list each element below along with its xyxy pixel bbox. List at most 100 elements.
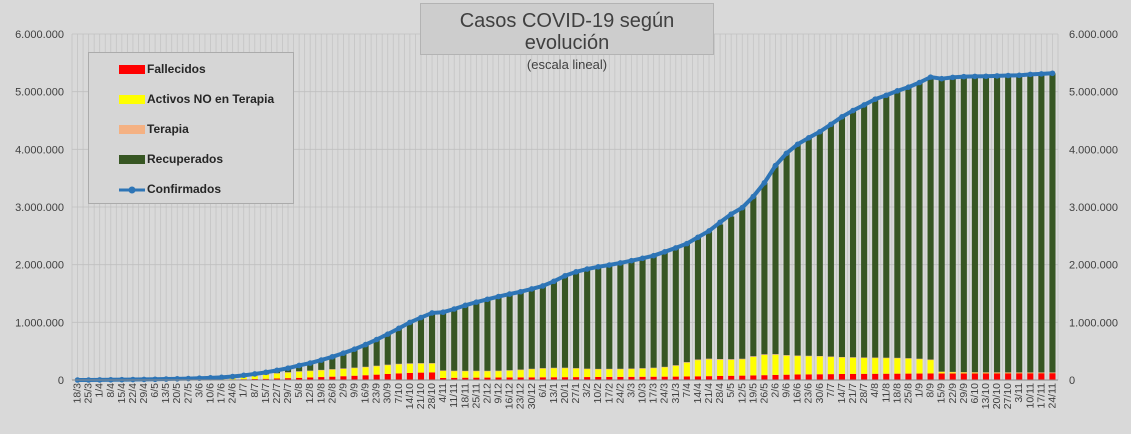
point-confirmados: [661, 249, 668, 255]
point-confirmados: [174, 376, 181, 382]
point-confirmados: [905, 84, 912, 90]
x-tick-label: 18/11: [459, 383, 471, 409]
bar-fallecidos: [1038, 373, 1045, 380]
bar-activos-no-en-terapia: [705, 359, 713, 377]
bar-fallecidos: [750, 375, 757, 380]
bar-recuperados: [794, 144, 801, 356]
x-tick-label: 1/9: [914, 383, 926, 398]
bar-terapia: [1016, 372, 1023, 374]
bar-fallecidos: [849, 373, 857, 380]
bar-terapia: [827, 356, 834, 358]
bar-activos-no-en-terapia: [628, 368, 635, 377]
bar-recuperados: [340, 353, 347, 369]
bar-recuperados: [905, 87, 912, 359]
x-tick-label: 9/6: [781, 383, 793, 398]
bar-fallecidos: [1016, 373, 1023, 380]
bar-fallecidos: [838, 374, 846, 380]
bar-fallecidos: [728, 375, 735, 380]
legend-label-recuperados: Recuperados: [147, 152, 224, 166]
bar-terapia: [1049, 372, 1056, 374]
point-confirmados: [240, 372, 247, 379]
x-tick-label: 21/4: [703, 383, 715, 404]
point-confirmados: [274, 367, 280, 374]
point-confirmados: [218, 374, 225, 381]
bar-fallecidos: [296, 377, 303, 380]
x-tick-label: 3/11: [1013, 383, 1025, 403]
bar-activos-no-en-terapia: [362, 367, 369, 376]
point-confirmados: [396, 325, 402, 332]
bar-terapia: [628, 368, 635, 370]
x-tick-label: 6/5: [149, 383, 161, 398]
x-tick-label: 29/9: [958, 383, 970, 404]
bar-activos-no-en-terapia: [573, 368, 580, 378]
x-tick-label: 22/4: [127, 383, 139, 404]
bar-terapia: [683, 362, 690, 363]
x-tick-label: 24/11: [1046, 383, 1058, 409]
x-tick-label: 3/6: [193, 383, 205, 398]
bar-recuperados: [539, 285, 546, 369]
bar-fallecidos: [517, 377, 524, 380]
bar-terapia: [705, 358, 713, 360]
y-tick-label-left: 1.000.000: [15, 317, 64, 329]
y-tick-label-right: 5.000.000: [1069, 87, 1118, 99]
bar-activos-no-en-terapia: [251, 375, 258, 380]
bar-terapia: [517, 369, 524, 371]
bar-activos-no-en-terapia: [384, 365, 391, 375]
bar-recuperados: [816, 131, 823, 357]
x-tick-label: 23/6: [803, 383, 815, 404]
x-tick-label: 1/7: [238, 383, 250, 398]
bar-fallecidos: [827, 374, 834, 380]
bar-recuperados: [573, 272, 580, 369]
bar-terapia: [550, 367, 557, 369]
point-confirmados: [517, 288, 524, 295]
x-tick-label: 29/4: [138, 383, 150, 404]
bar-fallecidos: [960, 373, 967, 380]
point-confirmados: [684, 240, 690, 247]
bar-terapia: [938, 371, 945, 373]
bar-fallecidos: [816, 374, 823, 380]
chart-title-box: Casos COVID-19 según evolución (escala l…: [420, 3, 714, 72]
point-confirmados: [1005, 72, 1011, 79]
x-tick-label: 28/10: [426, 383, 438, 409]
bar-activos-no-en-terapia: [805, 356, 812, 375]
bar-recuperados: [750, 196, 757, 357]
bar-activos-no-en-terapia: [462, 371, 469, 378]
bar-recuperados: [849, 110, 857, 358]
bar-terapia: [694, 359, 701, 361]
x-tick-label: 7/4: [681, 383, 693, 398]
bar-terapia: [717, 359, 724, 360]
x-tick-label: 23/12: [515, 383, 527, 409]
legend-swatch-confirmados: [119, 185, 145, 194]
bar-activos-no-en-terapia: [905, 358, 912, 374]
bar-recuperados: [406, 322, 413, 364]
bar-terapia: [617, 368, 624, 370]
bar-fallecidos: [971, 373, 978, 380]
x-tick-label: 30/12: [526, 383, 538, 409]
bar-recuperados: [739, 207, 746, 359]
bar-fallecidos: [584, 377, 591, 380]
bar-terapia: [794, 355, 801, 357]
bar-recuperados: [872, 99, 879, 358]
point-confirmados: [839, 114, 845, 120]
y-tick-label-left: 2.000.000: [15, 260, 64, 272]
bar-activos-no-en-terapia: [750, 356, 757, 376]
x-tick-label: 24/6: [227, 383, 239, 404]
x-tick-label: 15/7: [260, 383, 272, 404]
legend-label-terapia: Terapia: [147, 122, 189, 136]
x-tick-label: 9/12: [493, 383, 505, 404]
point-confirmados: [362, 341, 369, 348]
bar-recuperados: [484, 299, 491, 371]
bar-terapia: [739, 358, 746, 360]
bar-fallecidos: [550, 377, 557, 380]
bar-recuperados: [994, 75, 1001, 373]
bar-recuperados: [517, 291, 524, 370]
bar-fallecidos: [451, 377, 458, 380]
point-confirmados: [805, 135, 812, 141]
bar-activos-no-en-terapia: [894, 357, 901, 374]
bar-recuperados: [894, 90, 901, 358]
point-confirmados: [473, 299, 480, 305]
legend-item-fallecidos: Fallecidos: [119, 61, 206, 77]
bar-terapia: [318, 369, 325, 371]
bar-recuperados: [728, 216, 735, 360]
